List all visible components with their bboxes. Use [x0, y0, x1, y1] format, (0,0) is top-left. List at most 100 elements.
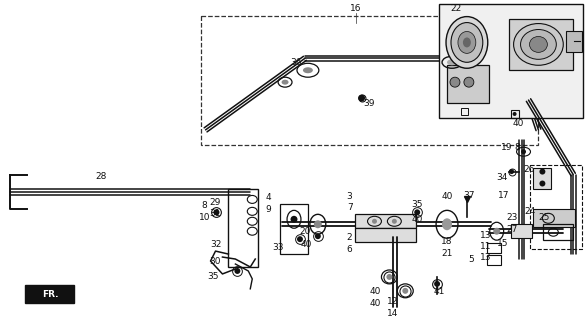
Text: 29: 29 — [210, 198, 221, 207]
Ellipse shape — [282, 80, 289, 85]
Bar — [510, 110, 519, 118]
Text: 40: 40 — [442, 192, 453, 201]
Text: 37: 37 — [463, 191, 475, 200]
Bar — [447, 65, 489, 103]
Circle shape — [392, 219, 397, 224]
Bar — [530, 165, 582, 249]
Bar — [543, 224, 573, 240]
Bar — [355, 214, 416, 228]
Bar — [566, 30, 582, 52]
Text: 25: 25 — [539, 213, 550, 222]
Circle shape — [442, 219, 452, 229]
Text: 40: 40 — [412, 215, 423, 224]
Polygon shape — [25, 285, 75, 303]
Ellipse shape — [447, 59, 457, 65]
Bar — [280, 204, 308, 254]
Text: 40: 40 — [370, 299, 381, 308]
Ellipse shape — [303, 67, 313, 73]
Bar — [487, 255, 500, 265]
Circle shape — [513, 112, 517, 116]
Text: 8: 8 — [202, 201, 208, 210]
Text: 9: 9 — [265, 205, 271, 214]
Text: 23: 23 — [506, 213, 517, 222]
Circle shape — [213, 209, 219, 215]
Text: 13: 13 — [480, 231, 492, 240]
Bar — [228, 189, 258, 267]
Text: 33: 33 — [272, 243, 284, 252]
Text: 15: 15 — [497, 239, 509, 248]
Circle shape — [297, 236, 303, 242]
Text: 30: 30 — [210, 257, 221, 266]
Text: 41: 41 — [433, 287, 445, 296]
Circle shape — [372, 219, 377, 224]
Text: 19: 19 — [501, 143, 512, 152]
Text: 27: 27 — [506, 225, 517, 234]
Text: 20: 20 — [299, 227, 310, 236]
Circle shape — [314, 220, 322, 228]
Bar — [533, 168, 552, 189]
Ellipse shape — [520, 29, 556, 59]
Ellipse shape — [513, 24, 563, 65]
Bar — [533, 209, 575, 227]
Text: 18: 18 — [441, 237, 453, 246]
Text: 16: 16 — [350, 4, 362, 13]
Ellipse shape — [458, 31, 476, 53]
Bar — [201, 16, 539, 145]
Circle shape — [235, 268, 240, 274]
Ellipse shape — [450, 77, 460, 87]
Bar — [510, 224, 533, 238]
Text: 26: 26 — [524, 165, 535, 174]
Ellipse shape — [463, 37, 471, 47]
Bar — [487, 243, 500, 253]
Circle shape — [539, 180, 546, 187]
Text: 2: 2 — [347, 233, 352, 242]
Bar — [439, 4, 583, 118]
Circle shape — [386, 274, 392, 280]
Text: 17: 17 — [498, 191, 509, 200]
Text: 21: 21 — [442, 249, 453, 258]
Circle shape — [521, 149, 526, 154]
Text: 22: 22 — [450, 4, 462, 13]
Ellipse shape — [442, 218, 452, 230]
Text: 4: 4 — [265, 193, 271, 202]
Circle shape — [315, 233, 321, 239]
Text: 6: 6 — [347, 244, 353, 254]
Text: 40: 40 — [300, 240, 312, 249]
Ellipse shape — [464, 77, 474, 87]
Text: 36: 36 — [290, 58, 302, 67]
Ellipse shape — [446, 17, 488, 68]
Text: 8: 8 — [514, 143, 520, 152]
Text: 35: 35 — [412, 200, 423, 209]
Text: 31: 31 — [210, 209, 221, 218]
Circle shape — [358, 95, 365, 101]
Text: 35: 35 — [208, 272, 219, 281]
Circle shape — [414, 209, 420, 215]
Text: FR.: FR. — [42, 290, 59, 299]
Ellipse shape — [451, 22, 483, 62]
Text: 10: 10 — [199, 213, 211, 222]
Text: 24: 24 — [524, 207, 535, 216]
Bar — [509, 19, 573, 70]
Text: 11: 11 — [480, 242, 492, 251]
Circle shape — [402, 288, 408, 294]
Circle shape — [290, 216, 298, 223]
Text: 5: 5 — [468, 254, 474, 264]
Text: 34: 34 — [496, 173, 507, 182]
Text: 39: 39 — [364, 99, 375, 108]
Text: 13: 13 — [480, 252, 492, 261]
Text: 7: 7 — [347, 203, 353, 212]
Circle shape — [493, 228, 500, 235]
Circle shape — [539, 169, 546, 175]
Text: 12: 12 — [387, 297, 398, 306]
Bar — [355, 228, 416, 242]
Ellipse shape — [529, 36, 547, 52]
Text: 32: 32 — [210, 240, 221, 249]
Circle shape — [434, 281, 440, 287]
Text: 40: 40 — [370, 287, 381, 296]
Bar — [461, 108, 468, 115]
Text: 28: 28 — [95, 172, 107, 181]
Text: 40: 40 — [513, 119, 524, 128]
Text: 14: 14 — [387, 309, 398, 318]
Text: 3: 3 — [347, 192, 353, 201]
Circle shape — [509, 169, 514, 174]
